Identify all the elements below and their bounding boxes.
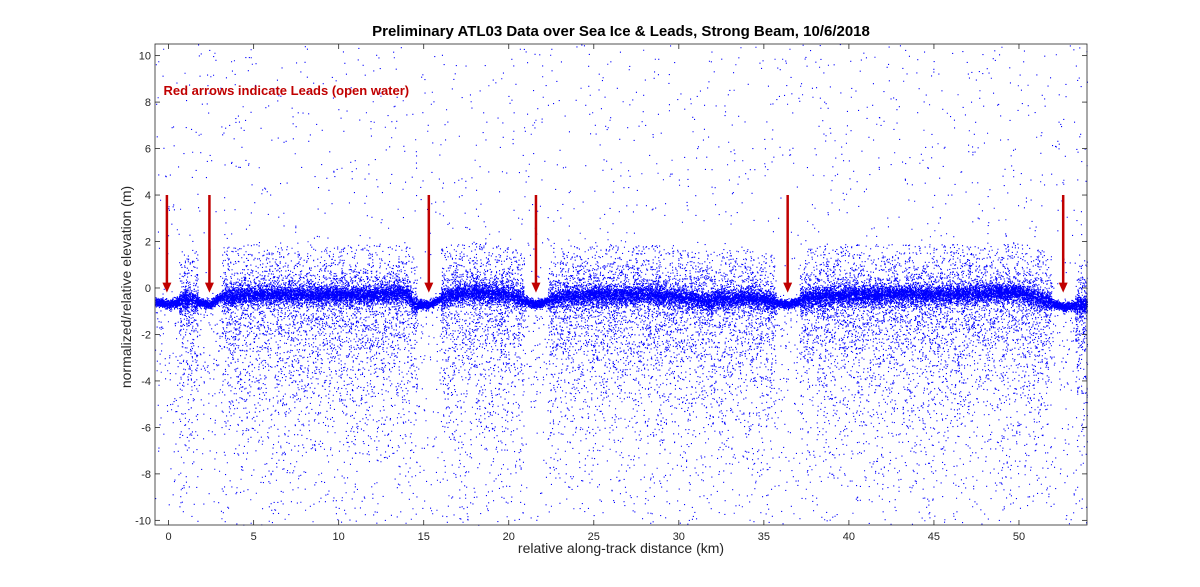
x-tick-label: 0 — [166, 531, 172, 543]
y-tick-label: 0 — [145, 283, 151, 295]
lead-arrow — [424, 195, 434, 293]
y-axis-label: normalized/relative elevation (m) — [118, 186, 134, 388]
y-tick-label: 10 — [139, 51, 151, 63]
data-points — [155, 44, 1089, 526]
photon-point-cloud — [155, 44, 1089, 526]
x-axis: 0 5 10 15 20 25 30 35 40 45 50 — [166, 44, 1025, 543]
x-tick-label: 40 — [843, 531, 855, 543]
x-tick-label: 15 — [418, 531, 430, 543]
y-tick-label: 6 — [145, 144, 151, 156]
y-tick-label: 2 — [145, 237, 151, 249]
lead-arrow — [162, 195, 172, 293]
y-tick-label: -4 — [141, 376, 151, 388]
x-tick-label: 30 — [673, 531, 685, 543]
y-tick-label: 4 — [145, 190, 151, 202]
lead-arrow — [531, 195, 541, 293]
lead-arrow — [1058, 195, 1068, 293]
lead-arrow — [783, 195, 793, 293]
x-tick-label: 20 — [503, 531, 515, 543]
y-tick-label: -2 — [141, 329, 151, 341]
y-tick-label: 8 — [145, 97, 151, 109]
x-tick-label: 5 — [251, 531, 257, 543]
x-tick-label: 25 — [588, 531, 600, 543]
y-tick-label: -6 — [141, 422, 151, 434]
y-tick-label: -10 — [135, 515, 151, 527]
x-tick-label: 45 — [928, 531, 940, 543]
x-tick-label: 10 — [333, 531, 345, 543]
plot-area: Red arrows indicate Leads (open water) — [154, 43, 1089, 526]
annotation-text: Red arrows indicate Leads (open water) — [164, 83, 410, 98]
x-tick-label: 50 — [1013, 531, 1025, 543]
x-axis-label: relative along-track distance (km) — [518, 540, 724, 556]
plot-frame — [154, 43, 1088, 526]
lead-arrows — [162, 195, 1068, 293]
plot-background — [155, 44, 1087, 525]
lead-arrow — [204, 195, 214, 293]
y-tick-label: -8 — [141, 469, 151, 481]
y-axis: -10 -8 -6 -4 -2 0 2 4 6 8 10 — [135, 51, 1087, 527]
chart-title: Preliminary ATL03 Data over Sea Ice & Le… — [372, 23, 870, 40]
x-tick-label: 35 — [758, 531, 770, 543]
